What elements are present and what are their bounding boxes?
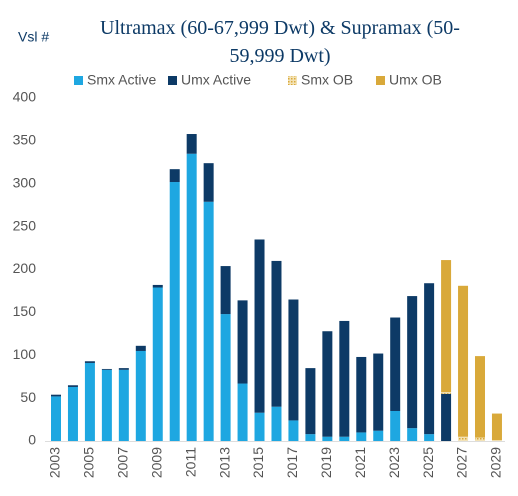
bar-segment	[254, 239, 265, 413]
bar-segment	[135, 345, 146, 351]
legend-swatch	[288, 76, 297, 85]
x-tick-label: 2007	[115, 447, 131, 478]
y-tick-label: 100	[13, 346, 37, 362]
bar-segment	[390, 410, 401, 441]
bar-segment	[288, 420, 299, 441]
bar-segment	[339, 436, 350, 441]
bar-segment	[458, 285, 469, 437]
x-tick-label: 2029	[488, 447, 504, 478]
bar-segment	[101, 369, 112, 441]
x-tick-label: 2027	[454, 447, 470, 478]
bar-segment	[118, 368, 129, 370]
legend-label: Smx OB	[301, 72, 353, 88]
legend-swatch	[376, 76, 385, 85]
legend-swatch	[168, 76, 177, 85]
bar-segment	[407, 296, 418, 429]
y-tick-label: 250	[13, 217, 37, 233]
x-tick-label: 2017	[284, 447, 300, 478]
legend-swatch	[74, 76, 83, 85]
bar-segment	[373, 353, 384, 431]
bar-segment	[390, 317, 401, 411]
bar-segment	[237, 383, 248, 441]
chart-title: Ultramax (60-67,999 Dwt) & Supramax (50-…	[100, 17, 460, 67]
bar-segment	[67, 386, 78, 441]
bar-segment	[152, 284, 163, 288]
x-tick-label: 2021	[352, 447, 368, 478]
y-tick-label: 150	[13, 303, 37, 319]
bar-segment	[491, 413, 502, 441]
bar-segment	[407, 428, 418, 441]
y-tick-label: 0	[28, 432, 36, 448]
bar-segment	[203, 201, 214, 441]
bar-segment	[305, 368, 316, 435]
bar-segment	[169, 169, 180, 183]
x-tick-label: 2005	[81, 447, 97, 478]
x-tick-label: 2003	[47, 447, 63, 478]
x-tick-label: 2025	[420, 447, 436, 478]
bar-segment	[441, 260, 452, 393]
bar-segment	[220, 266, 231, 315]
legend-label: Smx Active	[87, 72, 156, 88]
bar-segment	[441, 392, 452, 394]
bar-segment	[152, 287, 163, 441]
bar-segment	[203, 163, 214, 202]
bar-segment	[271, 260, 282, 407]
bar-segment	[441, 393, 452, 441]
bar-segment	[424, 283, 435, 435]
bar-segment	[220, 314, 231, 441]
bar-segment	[186, 134, 197, 154]
bar-segment	[118, 369, 129, 441]
bar-segment	[67, 385, 78, 387]
bar-segment	[475, 437, 485, 441]
y-tick-label: 400	[13, 89, 37, 105]
bar-segment	[424, 434, 435, 441]
bar-segment	[101, 368, 112, 370]
y-tick-label: 300	[13, 174, 37, 190]
bar-segment	[271, 406, 282, 441]
x-tick-label: 2019	[318, 447, 334, 478]
legend-label: Umx Active	[181, 72, 251, 88]
bar-segment	[322, 331, 333, 437]
x-tick-label: 2011	[182, 447, 198, 477]
y-tick-label: 50	[20, 389, 36, 405]
bar-segment	[356, 432, 367, 441]
bar-segment	[84, 361, 95, 363]
bar-segment	[51, 396, 61, 441]
bar-segment	[339, 320, 350, 437]
bar-segment	[51, 394, 61, 397]
bar-segment	[305, 434, 316, 441]
bar-segment	[237, 300, 248, 384]
bar-segment	[322, 436, 333, 441]
legend-label: Umx OB	[389, 72, 442, 88]
bar-segment	[186, 153, 197, 442]
y-tick-label: 200	[13, 260, 37, 276]
x-tick-label: 2015	[250, 447, 266, 478]
bar-segment	[475, 356, 485, 438]
y-tick-label: 350	[13, 132, 37, 148]
bar-segment	[458, 436, 469, 441]
bar-segment	[356, 356, 367, 433]
bar-segment	[491, 440, 502, 441]
y-axis-label: Vsl #	[18, 29, 49, 45]
x-tick-label: 2013	[216, 447, 232, 478]
bar-segment	[84, 362, 95, 441]
bar-segment	[373, 430, 384, 441]
x-tick-label: 2009	[148, 447, 164, 478]
bar-segment	[254, 412, 265, 441]
x-tick-label: 2023	[386, 447, 402, 478]
bar-segment	[135, 350, 146, 441]
bar-segment	[169, 182, 180, 441]
bar-segment	[288, 299, 299, 421]
